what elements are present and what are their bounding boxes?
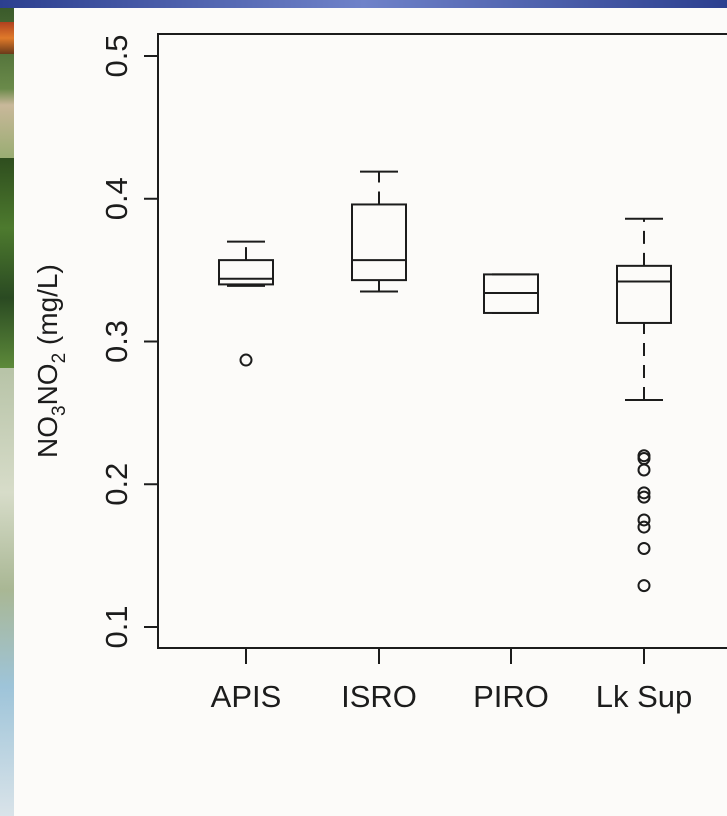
y-tick-label: 0.3: [99, 320, 134, 363]
chart-panel: 0.1 0.2 0.3 0.4 0.5 APIS ISRO PIRO Lk Sup NO3NO…: [14, 8, 727, 816]
x-tick-label: PIRO: [473, 679, 549, 714]
y-tick-label: 0.4: [99, 177, 134, 220]
x-tick-label: Lk Sup: [596, 679, 693, 714]
iqr-box: [352, 204, 406, 280]
x-tick-label: APIS: [211, 679, 282, 714]
y-axis-label-part: (mg/L): [32, 264, 63, 353]
y-tick-label: 0.5: [99, 34, 134, 77]
outlier-point: [639, 543, 650, 554]
boxplot-chart: 0.1 0.2 0.3 0.4 0.5 APIS ISRO PIRO Lk Sup NO3NO…: [14, 8, 727, 816]
outlier-point: [639, 464, 650, 475]
landscape-photo: [0, 158, 14, 368]
background-slide-strip: [0, 8, 14, 816]
x-tick-label: ISRO: [341, 679, 417, 714]
y-tick-label: 0.1: [99, 605, 134, 648]
box-group: [484, 274, 538, 313]
outlier-point: [241, 355, 252, 366]
y-axis-label-part: NO: [32, 416, 63, 458]
y-axis-label-part: NO: [32, 363, 63, 405]
window-top-bar: [0, 0, 727, 8]
y-axis-label-subscript: 2: [49, 353, 70, 364]
y-axis-label-subscript: 3: [49, 405, 70, 416]
iqr-box: [617, 266, 671, 323]
box-group: [352, 172, 406, 292]
plot-frame: [158, 34, 727, 648]
y-tick-label: 0.2: [99, 463, 134, 506]
box-group: [219, 242, 273, 366]
iqr-box: [219, 260, 273, 284]
outlier-point: [639, 522, 650, 533]
park-logo-icon: [0, 22, 14, 54]
y-axis-label: NO3NO2 (mg/L): [32, 264, 70, 458]
box-group: [617, 219, 671, 591]
outlier-point: [639, 580, 650, 591]
